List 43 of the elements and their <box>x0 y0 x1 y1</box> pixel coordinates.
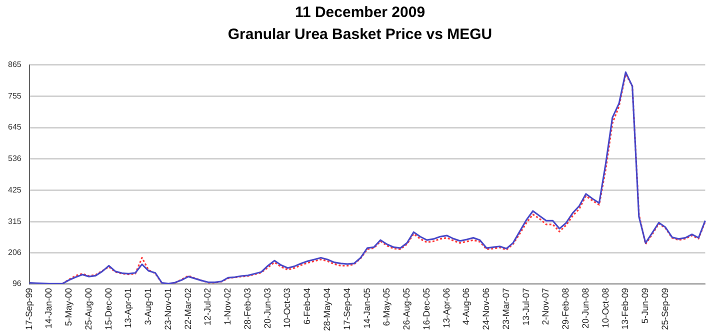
x-tick-label: 6-May-05 <box>382 288 392 326</box>
x-tick-label: 26-Aug-05 <box>402 288 412 330</box>
y-tick-label: 425 <box>8 185 22 194</box>
chart-title: 11 December 2009 <box>294 4 426 21</box>
x-tick-label: 13-Jul-07 <box>520 288 531 326</box>
x-tick-label: 12-Jul-02 <box>202 288 213 326</box>
x-tick-label: 25-Sep-09 <box>660 288 670 330</box>
x-tick-label: 28-Feb-03 <box>242 288 252 330</box>
x-tick-label: 14-Jan-05 <box>362 288 372 329</box>
y-tick-label: 96 <box>12 279 22 288</box>
x-tick-label: 10-Oct-08 <box>600 288 610 328</box>
x-tick-label: 22-Mar-02 <box>182 288 193 330</box>
x-tick-label: 24-Nov-06 <box>481 288 492 330</box>
y-tick-label: 536 <box>8 154 22 163</box>
y-tick-label: 755 <box>8 91 22 100</box>
x-tick-label: 5-May-00 <box>64 288 74 326</box>
chart-subtitle: Granular Urea Basket Price vs MEGU <box>226 26 494 43</box>
x-tick-label: 3-Aug-01 <box>143 288 154 326</box>
x-tick-label: 20-Jun-08 <box>580 288 590 329</box>
x-tick-label: 6-Feb-04 <box>302 288 312 325</box>
x-tick-label: 28-May-04 <box>322 288 332 332</box>
x-tick-label: 13-Feb-09 <box>620 288 630 330</box>
x-tick-label: 25-Aug-00 <box>83 288 94 330</box>
x-tick-label: 13-Apr-01 <box>123 288 134 328</box>
x-tick-label: 20-Jun-03 <box>262 288 272 329</box>
y-tick-label: 206 <box>8 248 22 257</box>
x-tick-label: 5-Jun-09 <box>640 288 650 324</box>
x-tick-label: 23-Mar-07 <box>500 288 511 330</box>
x-tick-label: 16-Dec-05 <box>421 288 432 330</box>
y-tick-label: 645 <box>8 122 22 132</box>
x-tick-label: 17-Sep-99 <box>24 288 34 330</box>
x-tick-label: 1-Nov-02 <box>222 288 233 325</box>
x-tick-label: 10-Oct-03 <box>282 288 292 328</box>
y-tick-label: 315 <box>8 216 22 226</box>
x-tick-label: 17-Sep-04 <box>342 288 352 330</box>
x-tick-label: 13-Apr-06 <box>441 288 452 328</box>
x-tick-label: 15-Dec-00 <box>103 288 114 330</box>
x-tick-label: 2-Nov-07 <box>540 288 551 325</box>
x-tick-label: 23-Nov-01 <box>162 288 173 330</box>
x-tick-label: 4-Aug-06 <box>461 288 472 326</box>
x-tick-label: 29-Feb-08 <box>560 288 571 330</box>
x-tick-label: 14-Jan-00 <box>44 288 54 329</box>
y-tick-label: 865 <box>8 60 22 70</box>
